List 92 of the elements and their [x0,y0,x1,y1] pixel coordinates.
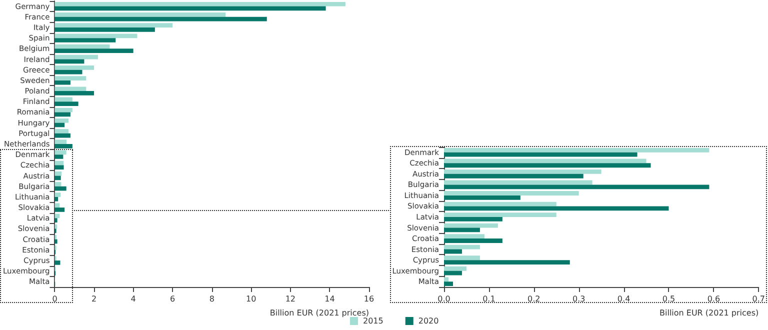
bar [54,122,65,128]
bar [54,2,346,6]
bar [444,266,466,271]
x-tick-label: 0.0 [438,294,450,304]
x-tick-label: 0.2 [528,294,540,304]
bar [54,203,60,208]
bar [54,102,78,106]
bar [444,174,584,178]
bar [54,176,61,180]
bar [54,80,70,85]
bar [444,195,520,200]
legend-label: 2015 [363,316,384,326]
bar [54,91,94,96]
bar [54,54,98,60]
x-tick-label: 0.7 [752,294,766,304]
bar [54,196,58,202]
x-tick-label: 14 [324,294,335,304]
x-axis-title: Billion EUR (2021 prices) [660,308,759,318]
bar [444,282,453,286]
bar [444,223,498,228]
bar [444,180,592,185]
bar [54,23,173,28]
bar [444,163,651,168]
bar [54,38,116,42]
bar [444,256,480,260]
x-tick-label: 0.6 [707,294,720,304]
bar [444,217,502,222]
bar [54,44,110,49]
bar [54,70,82,74]
bar [54,59,84,64]
x-tick-label: 2 [91,294,97,304]
legend-label: 2020 [418,316,439,326]
bar [444,191,579,196]
x-tick-label: 4 [130,294,136,304]
x-tick-label: 0.4 [617,294,630,304]
bar [54,160,64,166]
bar [54,27,155,32]
bar [444,249,462,254]
bar [444,170,602,174]
bar [54,112,70,117]
bar [54,239,58,244]
bar [54,186,66,191]
bar [444,148,710,152]
bar [54,214,60,218]
bar [444,228,480,232]
x-tick-label: 0.1 [482,294,496,304]
x-tick-label: 0 [52,294,58,304]
bar [54,76,86,80]
bar [444,244,480,250]
bar [54,192,61,197]
bar [54,118,68,123]
bar [444,158,646,164]
bar [54,182,62,186]
bar [54,165,64,170]
bar [444,184,710,190]
x-axis-title: Billion EUR (2021 prices) [270,308,369,318]
bar [54,34,138,38]
bar [54,48,134,54]
bar [444,152,638,157]
bar [54,129,68,134]
bar [444,234,484,239]
bar [54,171,62,176]
bar [444,270,462,276]
bar [444,277,448,282]
x-tick-label: 6 [170,294,176,304]
bar [54,16,267,22]
bar [444,260,570,264]
bar [54,260,60,265]
bar [54,140,67,144]
bar [444,202,556,206]
bar [444,206,669,211]
bar [54,86,86,92]
bar [54,218,58,222]
bar [54,12,226,17]
bar [54,144,72,148]
x-tick-label: 0.3 [572,294,586,304]
bar [54,224,58,229]
bar [54,150,66,155]
bar [444,212,556,217]
bar [444,238,502,243]
x-tick-label: 10 [246,294,256,304]
bar [54,6,326,11]
bar [54,208,65,212]
bar [54,108,72,112]
bar [54,97,72,102]
x-tick-label: 8 [209,294,214,304]
bar [54,133,70,138]
bar [54,66,94,70]
bar [54,154,64,159]
x-tick-label: 12 [285,294,296,304]
x-tick-label: 16 [364,294,374,304]
x-tick-label: 0.5 [662,294,676,304]
